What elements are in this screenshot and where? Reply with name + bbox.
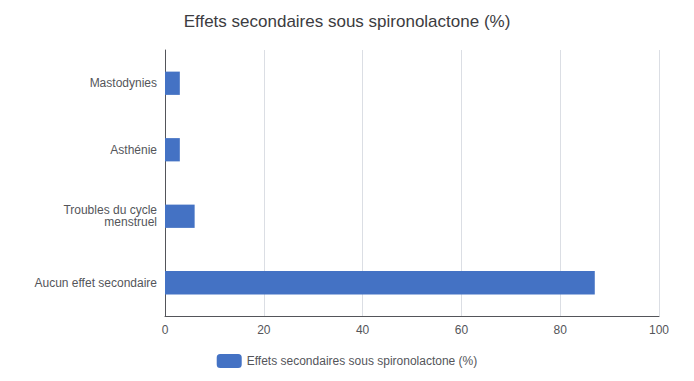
svg-text:Mastodynies: Mastodynies [90, 76, 157, 90]
svg-text:100: 100 [649, 323, 669, 337]
svg-text:60: 60 [455, 323, 469, 337]
svg-text:Asthénie: Asthénie [110, 143, 157, 157]
svg-text:0: 0 [162, 323, 169, 337]
svg-text:40: 40 [356, 323, 370, 337]
svg-text:menstruel: menstruel [104, 215, 157, 229]
svg-text:20: 20 [257, 323, 271, 337]
svg-text:Troubles du cycle: Troubles du cycle [63, 203, 157, 218]
svg-text:80: 80 [554, 323, 568, 337]
svg-text:Effets secondaires sous spiron: Effets secondaires sous spironolactone (… [247, 354, 478, 368]
svg-text:Effets secondaires sous spiron: Effets secondaires sous spironolactone (… [184, 12, 511, 31]
svg-text:Aucun effet secondaire: Aucun effet secondaire [34, 276, 157, 290]
